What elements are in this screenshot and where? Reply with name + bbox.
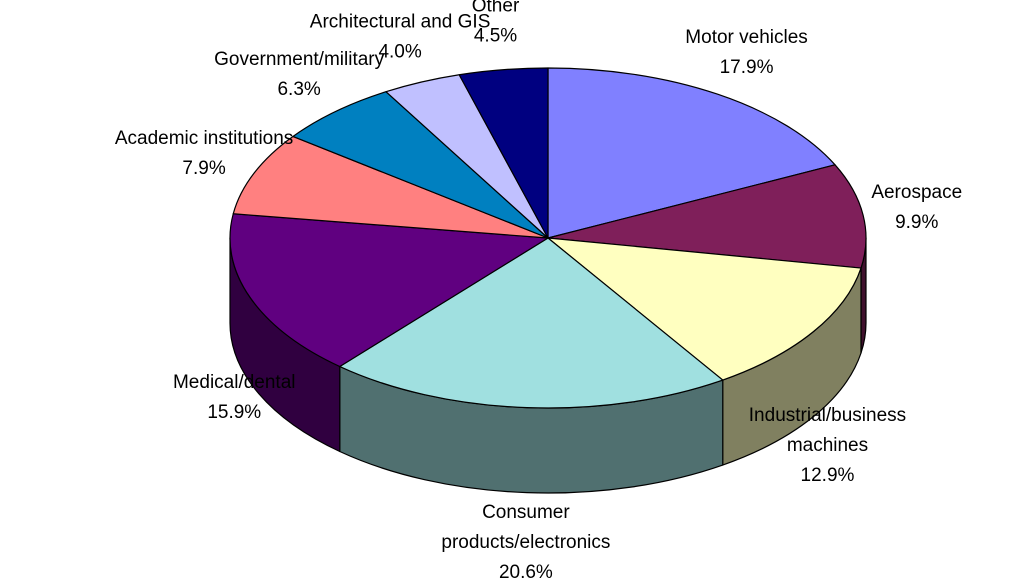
slice [229,213,549,368]
slice-label: Government/military [214,49,384,70]
slice-value-label: 6.3% [277,79,320,100]
slice-value-label: 4.0% [378,41,421,62]
slice-label: Motor vehicles [685,27,808,48]
slice-label: Consumer products/electronics [441,502,610,553]
slice [547,237,862,381]
slice-value-label: 12.9% [801,465,855,486]
slice-label: Other [472,0,520,17]
slice-label: Industrial/business machines [749,405,906,456]
slice-value-label: 17.9% [720,57,774,78]
slice-label: Medical/dental [173,372,296,393]
slice-value-label: 9.9% [895,212,938,233]
slice [292,91,549,239]
slice-value-label: 20.6% [499,562,553,583]
slice-label: Architectural and GIS [310,11,491,32]
slice [547,67,836,239]
slice-value-label: 15.9% [207,402,261,423]
slice [232,135,549,239]
slice-value-label: 4.5% [474,26,517,47]
slice-label: Aerospace [871,182,962,203]
slice [547,164,867,269]
slice [339,237,724,409]
slice-value-label: 7.9% [182,158,225,179]
slice-label: Academic institutions [115,128,293,149]
slice [458,67,549,239]
